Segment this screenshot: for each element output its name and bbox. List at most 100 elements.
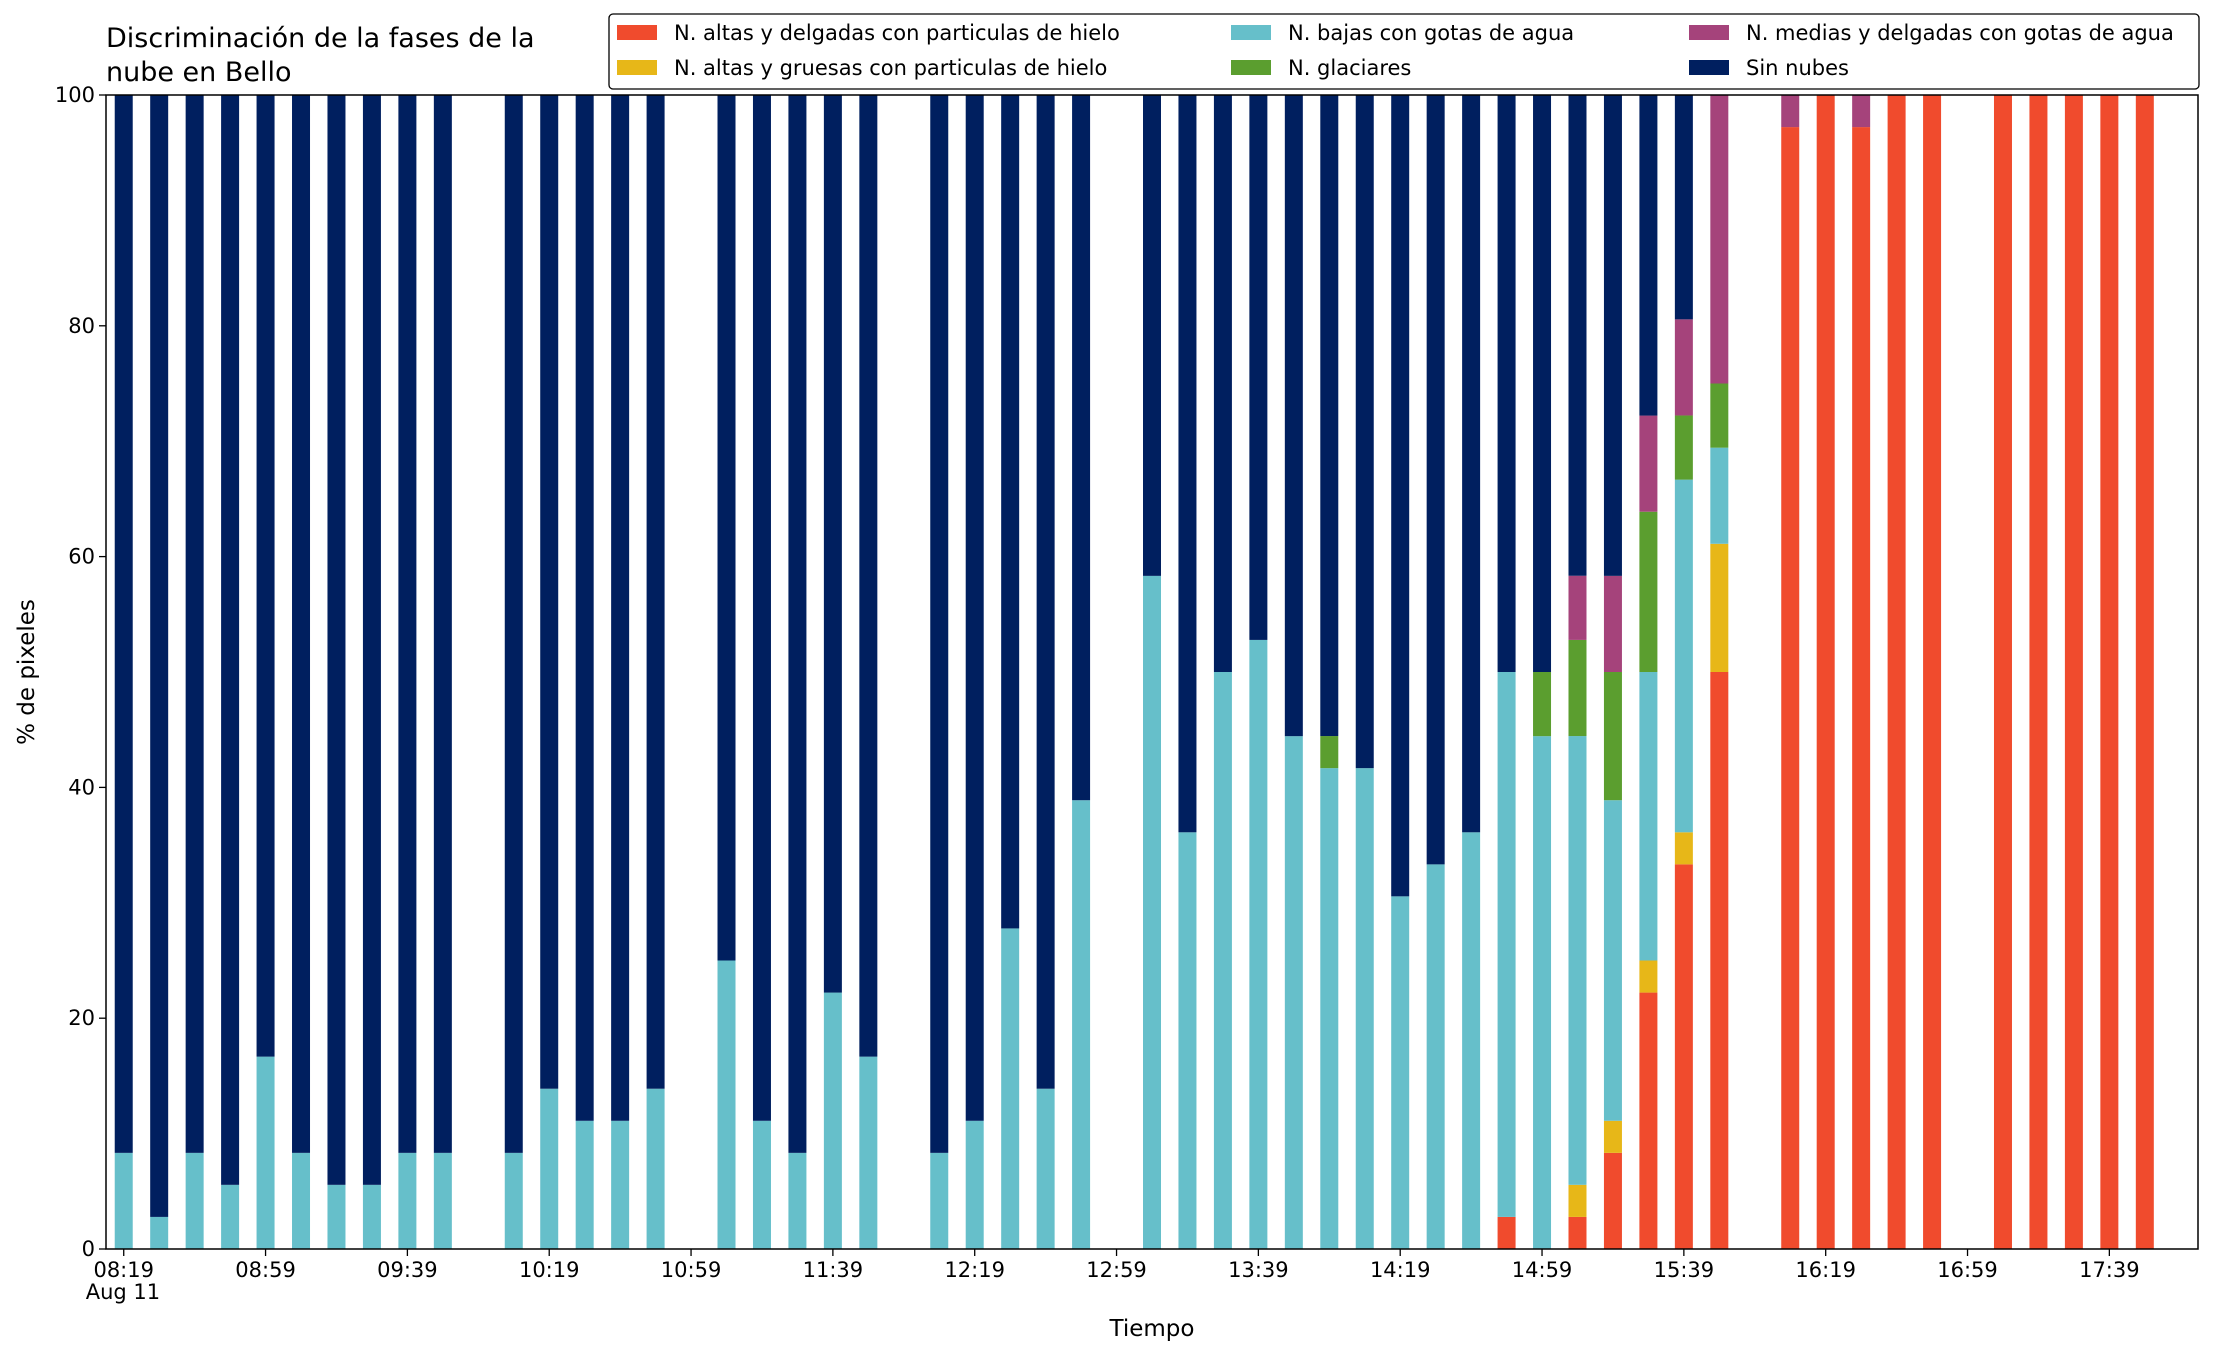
x-tick-label: 08:59 xyxy=(235,1258,296,1282)
bar-segment xyxy=(1781,127,1800,1250)
bar-segment xyxy=(1568,575,1587,640)
bar-segment xyxy=(1143,575,1161,1249)
bar-segment xyxy=(1710,543,1729,672)
bar-segment xyxy=(256,1056,275,1249)
bar-segment xyxy=(1710,95,1729,384)
bar-segment xyxy=(256,95,275,1057)
bar-segment xyxy=(433,95,452,1153)
legend-label: N. bajas con gotas de agua xyxy=(1288,21,1574,45)
bar-segment xyxy=(1355,95,1374,769)
x-tick-label: 16:59 xyxy=(1937,1258,1998,1282)
bar-segment xyxy=(1533,672,1552,737)
bar-segment xyxy=(1603,95,1622,576)
x-tick-label: 14:19 xyxy=(1370,1258,1431,1282)
legend-swatch xyxy=(1231,60,1271,75)
bar-segment xyxy=(2064,95,2083,1249)
legend-swatch xyxy=(617,25,657,40)
legend-label: N. medias y delgadas con gotas de agua xyxy=(1746,21,2174,45)
bar-segment xyxy=(1603,1152,1622,1249)
bar-segment xyxy=(1355,768,1374,1249)
bar-segment xyxy=(362,95,381,1185)
bar-segment xyxy=(1320,94,1339,737)
x-tick-label: 12:59 xyxy=(1086,1258,1147,1282)
bar-segment xyxy=(327,95,346,1185)
y-tick-label: 60 xyxy=(68,545,95,569)
bar-segment xyxy=(965,1120,984,1249)
legend-frame xyxy=(608,13,2200,90)
x-tick-label: 11:39 xyxy=(803,1258,864,1282)
bar-segment xyxy=(1710,672,1729,1249)
bar-segment xyxy=(1320,736,1339,769)
bar-segment xyxy=(1639,992,1658,1249)
x-tick-label: 14:59 xyxy=(1512,1258,1573,1282)
bar-segment xyxy=(1284,736,1303,1249)
bar-segment xyxy=(1568,639,1587,737)
y-tick-label: 20 xyxy=(68,1006,95,1030)
x-axis-label: Tiempo xyxy=(1109,1316,1195,1342)
bar-segment xyxy=(1993,95,2012,1249)
legend-swatch xyxy=(617,60,657,75)
bar-segment xyxy=(398,1152,417,1249)
plot-frame xyxy=(105,94,2199,1250)
bar-segment xyxy=(398,95,417,1153)
legend-label: N. glaciares xyxy=(1288,56,1411,80)
x-tick-label: 13:39 xyxy=(1228,1258,1289,1282)
bar-segment xyxy=(292,1152,311,1249)
bar-segment xyxy=(1568,1216,1587,1249)
bar-segment xyxy=(752,1120,771,1249)
legend-swatch xyxy=(1231,25,1271,40)
bar-segment xyxy=(1249,95,1268,640)
bar-segment xyxy=(1674,832,1693,865)
bar-segment xyxy=(1391,95,1410,897)
legend-swatch xyxy=(1689,25,1729,40)
legend-swatch xyxy=(1689,60,1729,75)
bar-segment xyxy=(1213,95,1232,672)
bar-segment xyxy=(646,95,665,1089)
bar-segment xyxy=(292,95,311,1153)
x-tick-label: 12:19 xyxy=(944,1258,1005,1282)
x-tick-label: 17:39 xyxy=(2079,1258,2140,1282)
bar-segment xyxy=(930,95,949,1153)
bar-segment xyxy=(1497,672,1516,1217)
bar-segment xyxy=(1036,95,1055,1089)
bar-segment xyxy=(185,95,204,1153)
bar-segment xyxy=(1568,1184,1587,1217)
bar-segment xyxy=(2135,95,2154,1249)
bar-segment xyxy=(504,1152,523,1249)
chart-title: Discriminación de la fases de la nube en… xyxy=(106,23,535,88)
bar-segment xyxy=(823,95,842,993)
bar-segment xyxy=(1816,95,1835,1249)
x-tick-label: 16:19 xyxy=(1795,1258,1856,1282)
bar-segment xyxy=(1674,95,1693,320)
legend-label: N. altas y delgadas con particulas de hi… xyxy=(674,21,1120,45)
bar-segment xyxy=(1674,415,1693,480)
bar-segment xyxy=(1462,832,1481,1249)
x-tick-label: 10:59 xyxy=(661,1258,722,1282)
bar-segment xyxy=(1852,127,1871,1250)
bar-segment xyxy=(540,95,559,1089)
bar-segment xyxy=(1284,95,1303,737)
bar-segment xyxy=(717,95,736,961)
bar-segment xyxy=(1213,672,1232,1249)
bar-segment xyxy=(1001,95,1020,929)
bar-segment xyxy=(1639,672,1658,961)
x-tick-sublabel: Aug 11 xyxy=(86,1280,160,1304)
bar-segment xyxy=(1178,832,1197,1249)
bar-segment xyxy=(1923,95,1942,1249)
bar-segment xyxy=(1426,95,1445,865)
bar-segment xyxy=(1072,800,1091,1249)
bar-segment xyxy=(1674,864,1693,1249)
y-tick-label: 40 xyxy=(68,775,95,799)
bar-segment xyxy=(575,95,594,1121)
bar-segment xyxy=(2100,95,2119,1249)
bar-segment xyxy=(717,960,736,1249)
bar-segment xyxy=(1639,95,1658,416)
bar-segment xyxy=(433,1152,452,1249)
bar-segment xyxy=(150,1216,169,1249)
y-axis-label: % de pixeles xyxy=(14,599,40,745)
bar-segment xyxy=(1710,383,1729,448)
bar-segment xyxy=(1568,736,1587,1185)
bar-segment xyxy=(150,95,169,1217)
